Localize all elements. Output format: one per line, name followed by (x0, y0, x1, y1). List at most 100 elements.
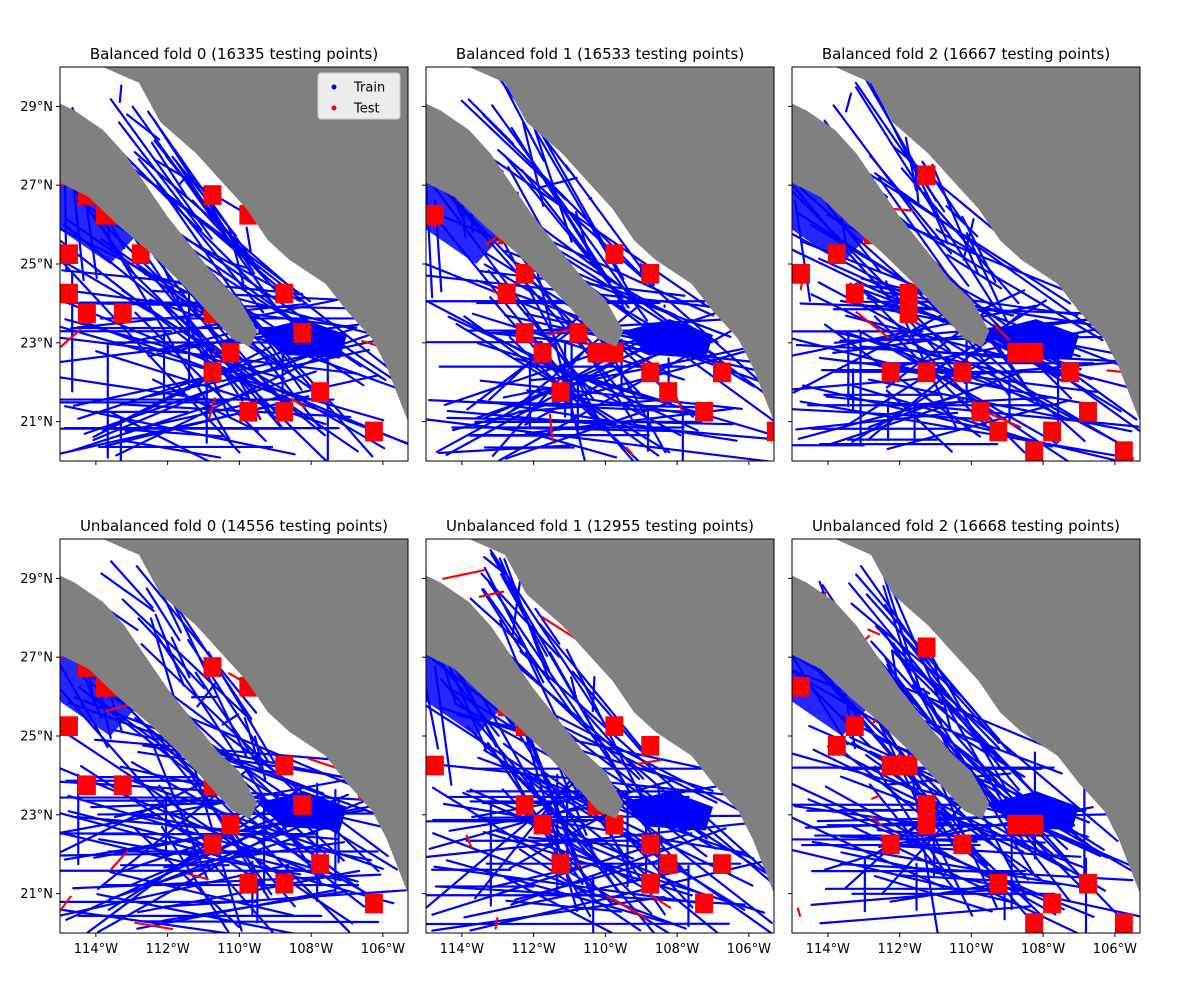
train-track (142, 920, 380, 924)
train-track (858, 166, 1072, 305)
train-track (855, 86, 1000, 314)
train-track (913, 684, 931, 695)
test-block (203, 657, 222, 677)
train-track (503, 154, 630, 309)
test-block (971, 401, 990, 422)
train-track (574, 211, 593, 265)
test-track (442, 568, 485, 580)
test-block (766, 421, 774, 442)
baja-california (60, 103, 258, 347)
train-track (60, 336, 359, 375)
test-track (881, 753, 901, 772)
panel-5: 114°W 112°W 110°W 108°W 106°W Unbalanced fold… (422, 517, 775, 957)
train-track (150, 141, 189, 199)
test-block (533, 342, 552, 363)
train-track (799, 400, 1135, 460)
train-track (145, 587, 181, 642)
y-tick-label: 27°N (20, 179, 53, 194)
train-track (243, 717, 262, 770)
test-block (113, 775, 132, 796)
test-block (989, 873, 1008, 894)
test-block (426, 204, 444, 225)
test-points (792, 165, 1133, 461)
test-block (1043, 421, 1062, 442)
train-track (793, 805, 941, 828)
test-block (845, 283, 864, 304)
train-track (483, 555, 507, 576)
test-block (695, 401, 714, 422)
train-track (194, 671, 260, 766)
panel-1: 21°N 23°N 25°N 27°N 29°N Balanced fold 0 (163… (20, 45, 409, 465)
test-track (548, 413, 554, 442)
test-block (587, 342, 606, 363)
test-track (134, 921, 174, 931)
panel-title: Unbalanced fold 1 (12955 testing points) (446, 517, 754, 535)
train-track (810, 293, 1068, 420)
land (426, 67, 774, 422)
y-tick-label: 21°N (20, 887, 53, 902)
train-track (935, 228, 974, 253)
test-block (1025, 441, 1044, 461)
test-track (478, 590, 505, 598)
train-track (109, 871, 294, 917)
test-track (981, 409, 1022, 429)
test-block (77, 775, 96, 796)
train-track (884, 603, 897, 624)
test-block (60, 283, 78, 304)
train-track (431, 895, 666, 932)
test-track (855, 310, 890, 339)
train-track (469, 597, 528, 651)
test-block (641, 736, 660, 756)
test-points (60, 637, 383, 914)
plot-area (426, 67, 774, 461)
test-track (867, 628, 881, 636)
test-block (899, 303, 918, 324)
y-tick-label: 23°N (20, 808, 53, 823)
train-track (76, 303, 306, 329)
train-track (60, 239, 241, 383)
land (792, 67, 1140, 422)
train-track (135, 565, 258, 714)
test-block (239, 873, 258, 894)
train-track (511, 577, 522, 639)
train-track (501, 647, 641, 780)
train-track (60, 851, 264, 857)
train-track (505, 899, 623, 913)
x-tick-label: 106°W (1093, 942, 1137, 957)
train-track (832, 104, 970, 287)
test-track (674, 394, 684, 413)
train-track (869, 154, 953, 255)
x-tick-label: 110°W (583, 942, 627, 957)
train-track (524, 347, 669, 426)
test-block (641, 834, 660, 855)
test-track (576, 862, 581, 868)
train-track (897, 874, 1062, 886)
x-tick-label: 110°W (217, 942, 261, 957)
test-track (870, 815, 883, 827)
train-track (60, 908, 234, 933)
test-track (870, 794, 881, 800)
train-track (121, 439, 222, 459)
train-track (64, 318, 286, 380)
test-block (364, 893, 383, 914)
test-track (494, 916, 499, 930)
train-track (520, 168, 599, 269)
train-track (432, 832, 687, 930)
land (426, 539, 774, 894)
train-track (445, 859, 673, 926)
test-block (1043, 893, 1062, 914)
train-track (119, 403, 352, 419)
train-track (481, 588, 526, 657)
y-tick-label: 25°N (20, 730, 53, 745)
panel-title: Balanced fold 0 (16335 testing points) (90, 45, 378, 63)
train-track (792, 408, 974, 420)
plot-area (60, 67, 408, 461)
test-block (60, 716, 78, 736)
test-block (1007, 814, 1026, 835)
test-block (203, 185, 222, 205)
x-tick-label: 114°W (440, 942, 484, 957)
test-track (649, 893, 672, 910)
test-block (497, 283, 516, 304)
train-track (221, 713, 240, 726)
train-track (482, 588, 577, 719)
